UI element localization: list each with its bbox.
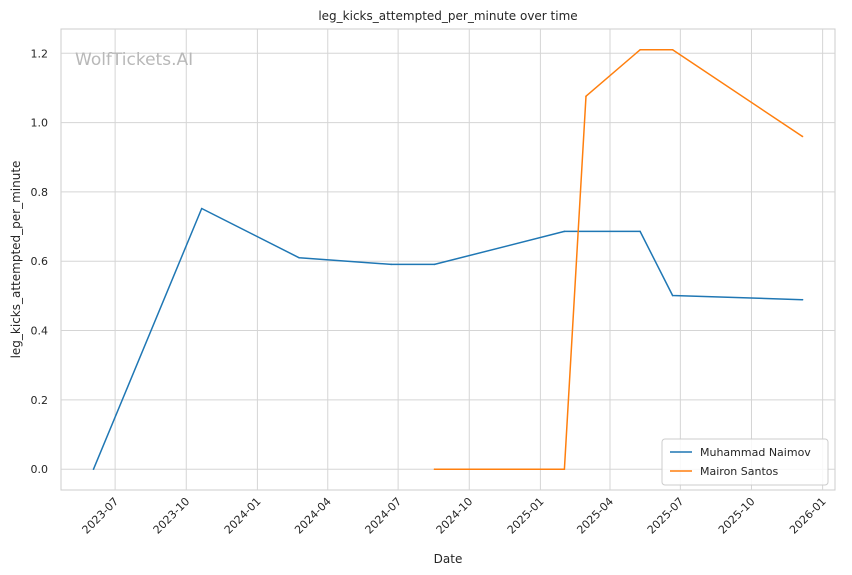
y-tick-label: 1.2	[31, 47, 49, 60]
data-point-mairon-santos	[585, 95, 587, 98]
data-point-muhammad-naimov	[298, 256, 300, 259]
data-point-muhammad-naimov	[563, 230, 566, 233]
data-point-mairon-santos	[433, 468, 436, 471]
legend-label-mairon-santos: Mairon Santos	[700, 465, 779, 478]
legend-label-muhammad-naimov: Muhammad Naimov	[700, 446, 811, 459]
y-tick-label: 1.0	[31, 117, 49, 130]
data-point-mairon-santos	[639, 48, 641, 51]
data-point-muhammad-naimov	[639, 230, 641, 233]
data-point-muhammad-naimov	[92, 468, 95, 471]
data-point-mairon-santos	[671, 48, 674, 51]
data-point-mairon-santos	[801, 135, 804, 138]
series-lines	[92, 48, 804, 471]
y-tick-label: 0.8	[31, 186, 49, 199]
y-tick-label: 0.2	[31, 394, 49, 407]
y-tick-label: 0.6	[31, 255, 49, 268]
data-point-muhammad-naimov	[200, 207, 203, 210]
legend-box	[661, 438, 829, 486]
data-point-muhammad-naimov	[433, 263, 436, 266]
y-tick-label: 0.4	[31, 325, 49, 338]
watermark-text: WolfTickets.AI	[75, 50, 193, 70]
data-point-muhammad-naimov	[390, 263, 392, 266]
y-tick-label: 0.0	[31, 463, 49, 476]
data-point-mairon-santos	[563, 468, 566, 471]
series-line-mairon-santos	[434, 49, 803, 470]
legend: Muhammad Naimov Mairon Santos	[661, 438, 829, 486]
x-axis-label: Date	[434, 552, 463, 566]
data-point-muhammad-naimov	[801, 298, 804, 301]
plot-area	[60, 28, 836, 491]
chart-title: leg_kicks_attempted_per_minute over time	[318, 9, 577, 23]
data-point-muhammad-naimov	[671, 294, 674, 297]
y-axis-label: leg_kicks_attempted_per_minute	[9, 161, 23, 359]
